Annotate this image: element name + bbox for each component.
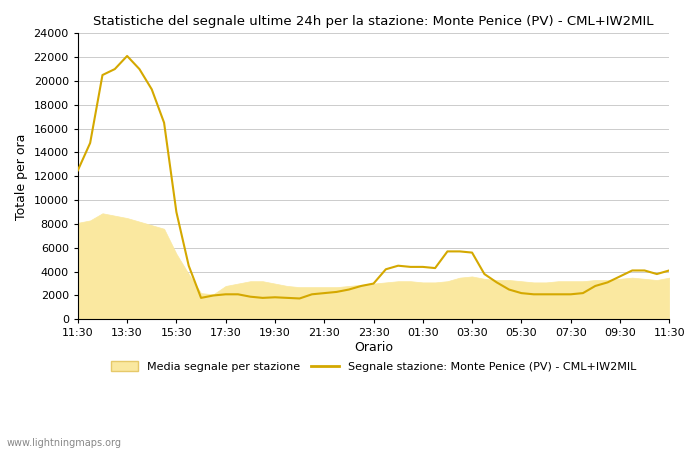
Y-axis label: Totale per ora: Totale per ora <box>15 133 28 220</box>
Title: Statistiche del segnale ultime 24h per la stazione: Monte Penice (PV) - CML+IW2M: Statistiche del segnale ultime 24h per l… <box>93 15 654 28</box>
Text: www.lightningmaps.org: www.lightningmaps.org <box>7 438 122 448</box>
X-axis label: Orario: Orario <box>354 341 393 354</box>
Legend: Media segnale per stazione, Segnale stazione: Monte Penice (PV) - CML+IW2MIL: Media segnale per stazione, Segnale staz… <box>106 357 641 377</box>
